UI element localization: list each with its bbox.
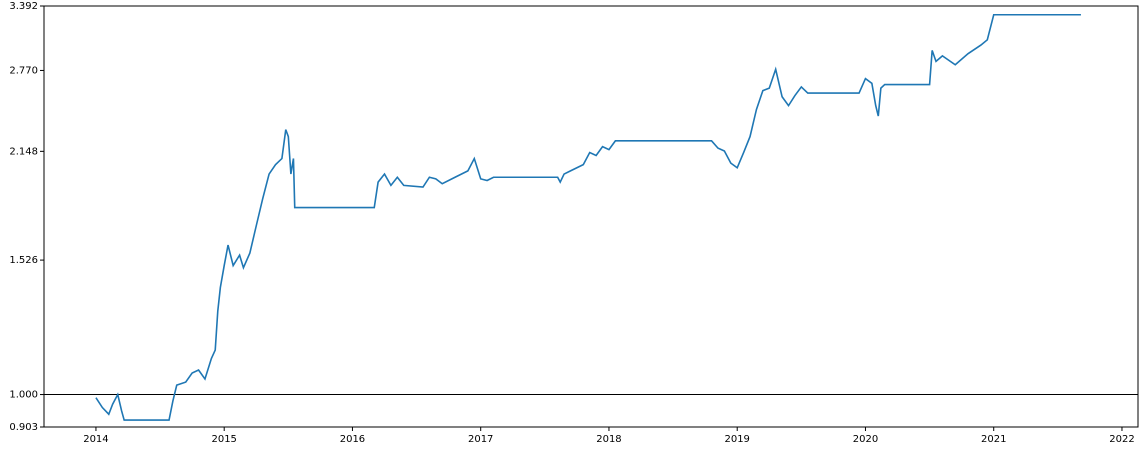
- plot-frame: [43, 5, 1139, 428]
- x-tick-label: 2019: [724, 434, 749, 445]
- y-tick-label: 2.148: [9, 146, 38, 157]
- y-tick-label: 3.392: [9, 1, 38, 12]
- x-tick-label: 2015: [211, 434, 236, 445]
- data-line: [95, 13, 1081, 421]
- x-tick-label: 2017: [468, 434, 493, 445]
- y-tick-label: 2.770: [9, 65, 38, 76]
- x-tick-label: 2018: [596, 434, 621, 445]
- x-tick-label: 2014: [83, 434, 108, 445]
- y-tick-label: 0.903: [9, 422, 38, 433]
- x-tick-label: 2016: [340, 434, 365, 445]
- x-tick-label: 2020: [853, 434, 878, 445]
- y-tick-label: 1.000: [9, 390, 38, 401]
- x-tick-label: 2022: [1109, 434, 1134, 445]
- x-tick-label: 2021: [981, 434, 1006, 445]
- y-tick-label: 1.526: [9, 255, 38, 266]
